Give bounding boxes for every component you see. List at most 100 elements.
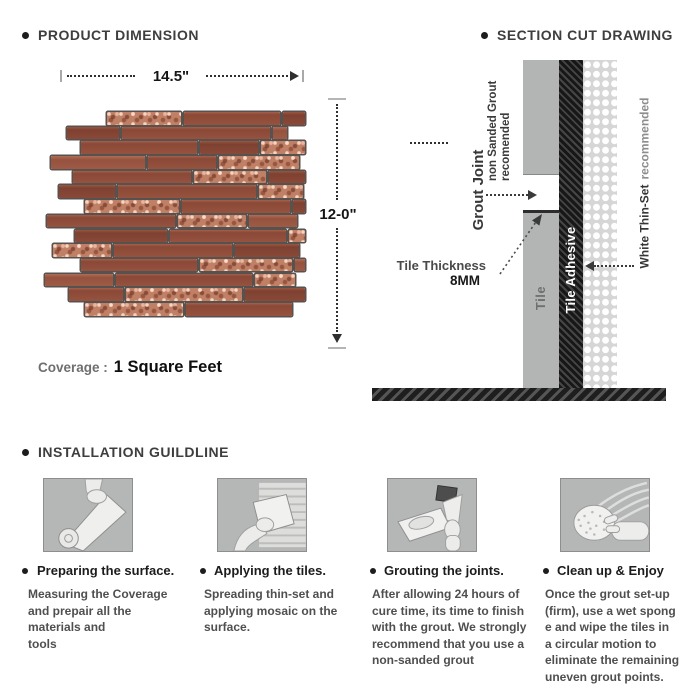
mosaic-row xyxy=(45,214,303,228)
mosaic-row xyxy=(45,170,305,184)
mosaic-tile-plain xyxy=(59,185,115,199)
mosaic-tile-plain xyxy=(283,112,305,125)
mosaic-tile-plain xyxy=(200,141,258,154)
mosaic-tile-textured xyxy=(261,141,305,154)
mosaic-tile-textured xyxy=(219,156,299,169)
bullet-icon xyxy=(370,568,376,574)
step1-title: Preparing the surface. xyxy=(37,563,175,578)
mosaic-tile-textured xyxy=(53,244,111,257)
mosaic-tile-plain xyxy=(235,244,299,257)
mosaic-tile-plain xyxy=(249,214,297,228)
tile-adhesive-layer xyxy=(559,60,583,388)
mosaic-tile-plain xyxy=(245,288,305,301)
mosaic-row xyxy=(45,156,303,169)
mosaic-tile-textured xyxy=(255,273,295,287)
dim-dotted-line xyxy=(67,75,135,77)
mosaic-tile-plain xyxy=(269,170,305,184)
thinset-arrow-icon xyxy=(585,261,594,271)
step2-title: Applying the tiles. xyxy=(214,563,326,578)
sponge-icon xyxy=(561,479,649,551)
mosaic-tile-textured xyxy=(126,288,242,301)
mosaic-tile-plain xyxy=(45,273,113,287)
tile-thickness-arrow xyxy=(499,214,542,275)
mosaic-tile-sheet xyxy=(45,112,305,318)
step1-description: Measuring the Coverage and prepair all t… xyxy=(28,587,168,651)
height-dimension-label: 12-0" xyxy=(319,206,357,223)
coverage-label: Coverage : xyxy=(38,360,108,375)
grout-note-line1: non Sanded Grout xyxy=(487,80,499,181)
step4-title: Clean up & Enjoy xyxy=(557,563,664,578)
width-dimension-label: 14.5" xyxy=(152,68,190,85)
thinset-arrow-line xyxy=(594,265,634,267)
dim-dotted-line-vertical xyxy=(336,104,338,200)
grout-note-line2: recomended xyxy=(500,112,512,181)
mosaic-tile-textured xyxy=(178,214,246,228)
mosaic-row xyxy=(45,126,303,140)
coverage-value: 1 Square Feet xyxy=(113,358,222,376)
coverage-line: Coverage : 1 Square Feet xyxy=(38,358,222,377)
thinset-layer-label: White Thin-Set recommended xyxy=(638,96,654,271)
mosaic-tile-plain xyxy=(186,302,292,316)
mosaic-tile-plain xyxy=(69,288,123,301)
product-dimension-heading: PRODUCT DIMENSION xyxy=(38,27,199,43)
roll-out-icon xyxy=(44,479,132,551)
mosaic-tile-textured xyxy=(194,170,266,184)
mosaic-tile-textured xyxy=(85,302,183,316)
mosaic-tile-textured xyxy=(85,200,179,213)
mosaic-row xyxy=(45,273,303,287)
tile-layer-lower xyxy=(523,210,559,388)
grout-arrow-icon xyxy=(528,190,537,200)
dim-tick-left xyxy=(60,70,62,82)
step3-title: Grouting the joints. xyxy=(384,563,504,578)
dim-tick-top xyxy=(328,98,346,100)
dim-tick-bottom xyxy=(328,347,346,349)
reference-dashes xyxy=(410,142,448,144)
trowel-icon xyxy=(218,479,306,551)
mosaic-tile-plain xyxy=(295,258,305,272)
mosaic-row xyxy=(45,200,305,213)
mosaic-row xyxy=(45,244,303,257)
bullet-icon xyxy=(481,32,488,39)
mosaic-row xyxy=(45,288,305,301)
mosaic-tile-plain xyxy=(47,214,175,228)
grout-joint-note: non Sanded Grout recomended xyxy=(487,81,513,181)
grout-arrow-line xyxy=(486,194,528,196)
mosaic-tile-plain xyxy=(273,126,287,140)
applying-tiles-illustration xyxy=(217,478,307,552)
bullet-icon xyxy=(22,568,28,574)
installation-heading: INSTALLATION GUILDLINE xyxy=(38,444,229,460)
bullet-icon xyxy=(200,568,206,574)
tile-thickness-label: Tile Thickness xyxy=(396,258,486,273)
tile-thickness-value: 8MM xyxy=(450,273,480,288)
dim-arrow-down-icon xyxy=(332,334,342,343)
mosaic-tile-plain xyxy=(148,156,216,169)
thinset-layer xyxy=(583,60,617,388)
grouting-joints-illustration xyxy=(387,478,477,552)
cleanup-illustration xyxy=(560,478,650,552)
mosaic-tile-plain xyxy=(293,200,305,213)
mosaic-tile-plain xyxy=(170,229,286,243)
step3-description: After allowing 24 hours of cure time, it… xyxy=(372,587,527,667)
mosaic-tile-plain xyxy=(182,200,290,213)
thinset-label-strong: White Thin-Set xyxy=(637,184,652,269)
bullet-icon xyxy=(543,568,549,574)
mosaic-tile-textured xyxy=(107,112,181,125)
tile-layer-upper xyxy=(523,60,559,175)
adhesive-layer-label: Tile Adhesive xyxy=(563,226,578,314)
thinset-label-note: recommended xyxy=(637,97,652,180)
dim-dotted-line xyxy=(206,75,288,77)
bullet-icon xyxy=(22,449,29,456)
step4-description: Once the grout set-up (firm), use a wet … xyxy=(545,587,680,684)
section-cut-heading: SECTION CUT DRAWING xyxy=(497,27,673,43)
mosaic-tile-plain xyxy=(184,112,280,125)
prep-surface-illustration xyxy=(43,478,133,552)
bullet-icon xyxy=(22,32,29,39)
mosaic-tile-plain xyxy=(122,126,270,140)
grout-float-icon xyxy=(388,479,476,551)
mosaic-tile-plain xyxy=(114,244,232,257)
mosaic-tile-plain xyxy=(75,229,167,243)
mosaic-tile-textured xyxy=(259,185,303,199)
grout-joint-label: Grout Joint xyxy=(470,149,487,231)
mosaic-row xyxy=(45,302,303,316)
